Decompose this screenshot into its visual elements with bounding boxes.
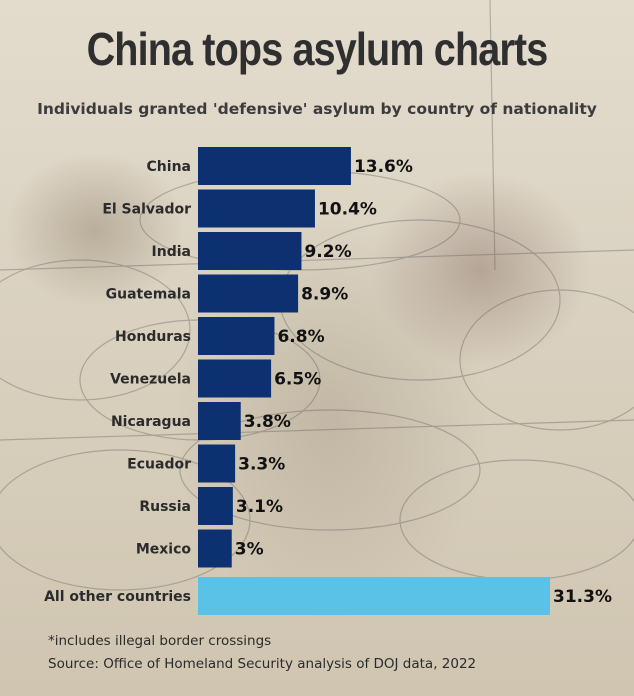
bar-all-other-countries bbox=[198, 577, 550, 615]
bar-ecuador bbox=[198, 444, 236, 483]
category-label-russia: Russia bbox=[139, 499, 191, 515]
category-label-honduras: Honduras bbox=[115, 329, 191, 345]
category-label-ecuador: Ecuador bbox=[127, 457, 191, 473]
value-label-honduras: 6.8% bbox=[277, 327, 324, 347]
chart-subtitle: Individuals granted 'defensive' asylum b… bbox=[37, 100, 597, 118]
bar-china bbox=[198, 147, 351, 185]
value-label-nicaragua: 3.8% bbox=[244, 412, 291, 432]
value-label-ecuador: 3.3% bbox=[238, 455, 285, 475]
bar-mexico bbox=[198, 529, 232, 568]
category-label-el-salvador: El Salvador bbox=[102, 202, 191, 218]
category-label-nicaragua: Nicaragua bbox=[111, 414, 191, 430]
value-label-india: 9.2% bbox=[304, 242, 351, 262]
value-label-all-other-countries: 31.3% bbox=[553, 587, 612, 607]
category-label-china: China bbox=[147, 159, 191, 175]
bar-el-salvador bbox=[198, 189, 315, 228]
bar-india bbox=[198, 232, 302, 270]
value-label-el-salvador: 10.4% bbox=[318, 200, 377, 220]
bar-venezuela bbox=[198, 359, 272, 398]
category-label-venezuela: Venezuela bbox=[110, 372, 191, 388]
page-title: China tops asylum charts bbox=[86, 23, 549, 75]
category-label-all-other-countries: All other countries bbox=[44, 589, 191, 605]
footnote: *includes illegal border crossings bbox=[48, 633, 272, 649]
value-label-china: 13.6% bbox=[354, 157, 413, 177]
category-label-india: India bbox=[152, 244, 191, 260]
category-label-guatemala: Guatemala bbox=[106, 287, 191, 303]
value-label-guatemala: 8.9% bbox=[301, 285, 348, 305]
bar-russia bbox=[198, 487, 233, 525]
category-label-mexico: Mexico bbox=[136, 542, 192, 558]
bar-nicaragua bbox=[198, 402, 241, 440]
value-label-venezuela: 6.5% bbox=[274, 370, 321, 390]
value-label-russia: 3.1% bbox=[236, 497, 283, 517]
bar-honduras bbox=[198, 317, 275, 355]
source-note: Source: Office of Homeland Security anal… bbox=[48, 656, 477, 672]
value-label-mexico: 3% bbox=[235, 540, 264, 560]
bar-guatemala bbox=[198, 274, 299, 313]
